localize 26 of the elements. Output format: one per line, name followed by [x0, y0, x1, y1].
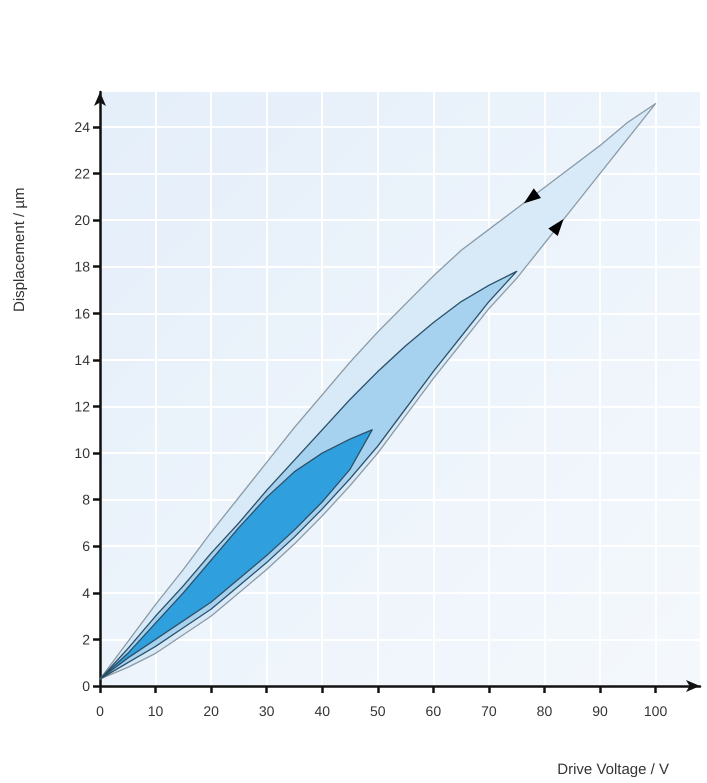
x-tick-label: 10 [148, 703, 164, 719]
x-tick-label: 20 [203, 703, 220, 719]
y-tick-label: 22 [74, 166, 90, 182]
y-tick-label: 8 [82, 492, 90, 508]
x-tick-label: 100 [644, 703, 668, 719]
y-tick-label: 16 [74, 305, 90, 322]
x-tick-label: 60 [426, 703, 442, 719]
x-tick-label: 50 [370, 703, 386, 719]
y-tick-label: 24 [74, 118, 90, 135]
x-tick-label: 70 [481, 703, 497, 719]
y-tick-label: 0 [82, 678, 90, 694]
y-tick-label: 10 [74, 445, 90, 462]
x-tick-label: 90 [592, 703, 608, 719]
y-tick-label: 18 [74, 258, 90, 275]
x-tick-label: 80 [536, 703, 552, 719]
x-tick-label: 40 [314, 703, 330, 719]
y-tick-label: 12 [74, 398, 90, 414]
y-tick-label: 2 [82, 631, 90, 648]
x-tick-label: 30 [258, 703, 275, 719]
x-tick-label: 0 [96, 703, 104, 719]
y-axis-title: Displacement / µm [11, 187, 28, 312]
y-tick-label: 6 [82, 538, 90, 554]
y-tick-label: 20 [74, 212, 90, 228]
y-tick-label: 4 [82, 584, 90, 601]
x-axis-title: Drive Voltage / V [557, 761, 670, 778]
y-tick-label: 14 [74, 352, 90, 368]
